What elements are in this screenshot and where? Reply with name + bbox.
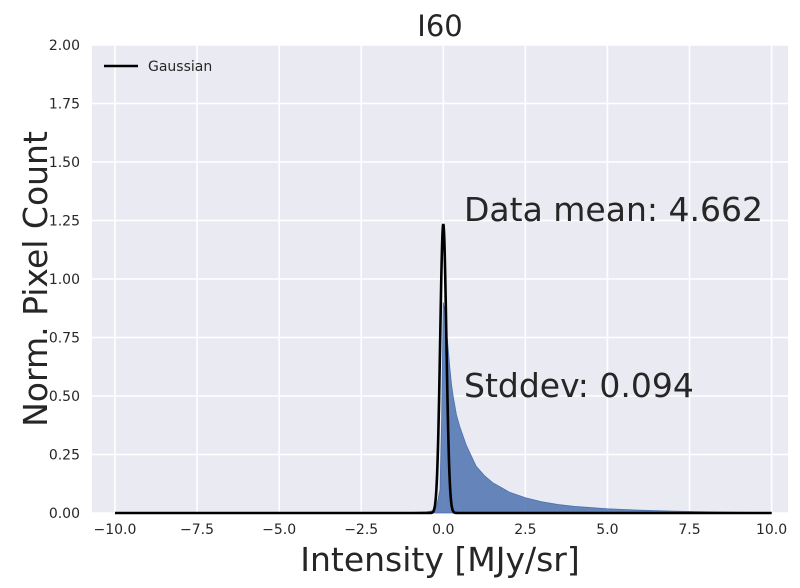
y-tick-label: 0.50 <box>49 389 80 405</box>
y-axis-ticks: 0.00 0.25 0.50 0.75 1.00 1.25 1.50 1.75 2.00 <box>49 38 80 522</box>
gaussian-curve <box>114 223 772 515</box>
legend: Gaussian <box>104 59 212 75</box>
x-tick-label: 7.5 <box>678 522 700 538</box>
mean-annotation: Data mean: 4.662 <box>464 190 763 229</box>
x-tick-label: 2.5 <box>514 522 536 538</box>
legend-gaussian-label: Gaussian <box>148 59 212 75</box>
y-tick-label: 0.75 <box>49 331 80 347</box>
x-tick-label: 0.0 <box>432 522 454 538</box>
x-tick-label: 10.0 <box>756 522 787 538</box>
x-tick-label: −2.5 <box>344 522 378 538</box>
y-tick-label: 2.00 <box>49 38 80 54</box>
x-tick-label: −10.0 <box>94 522 137 538</box>
x-axis-label: Intensity [MJy/sr] <box>300 540 580 579</box>
x-tick-label: −5.0 <box>262 522 296 538</box>
x-axis-ticks: −10.0 −7.5 −5.0 −2.5 0.0 2.5 5.0 7.5 10.0 <box>94 522 788 538</box>
stddev-annotation: Stddev: 0.094 <box>464 366 694 405</box>
x-tick-label: 5.0 <box>596 522 618 538</box>
y-tick-label: 1.50 <box>49 155 80 171</box>
histogram-bars <box>114 302 772 514</box>
gaussian-curve-group <box>114 223 772 515</box>
x-tick-label: −7.5 <box>180 522 214 538</box>
chart-title: I60 <box>417 9 462 43</box>
y-tick-label: 0.25 <box>49 448 80 464</box>
y-tick-label: 1.75 <box>49 97 80 113</box>
y-tick-label: 1.00 <box>49 272 80 288</box>
y-tick-label: 1.25 <box>49 214 80 230</box>
y-tick-label: 0.00 <box>49 506 80 522</box>
y-axis-label: Norm. Pixel Count <box>16 131 55 427</box>
histogram-area <box>114 302 772 514</box>
